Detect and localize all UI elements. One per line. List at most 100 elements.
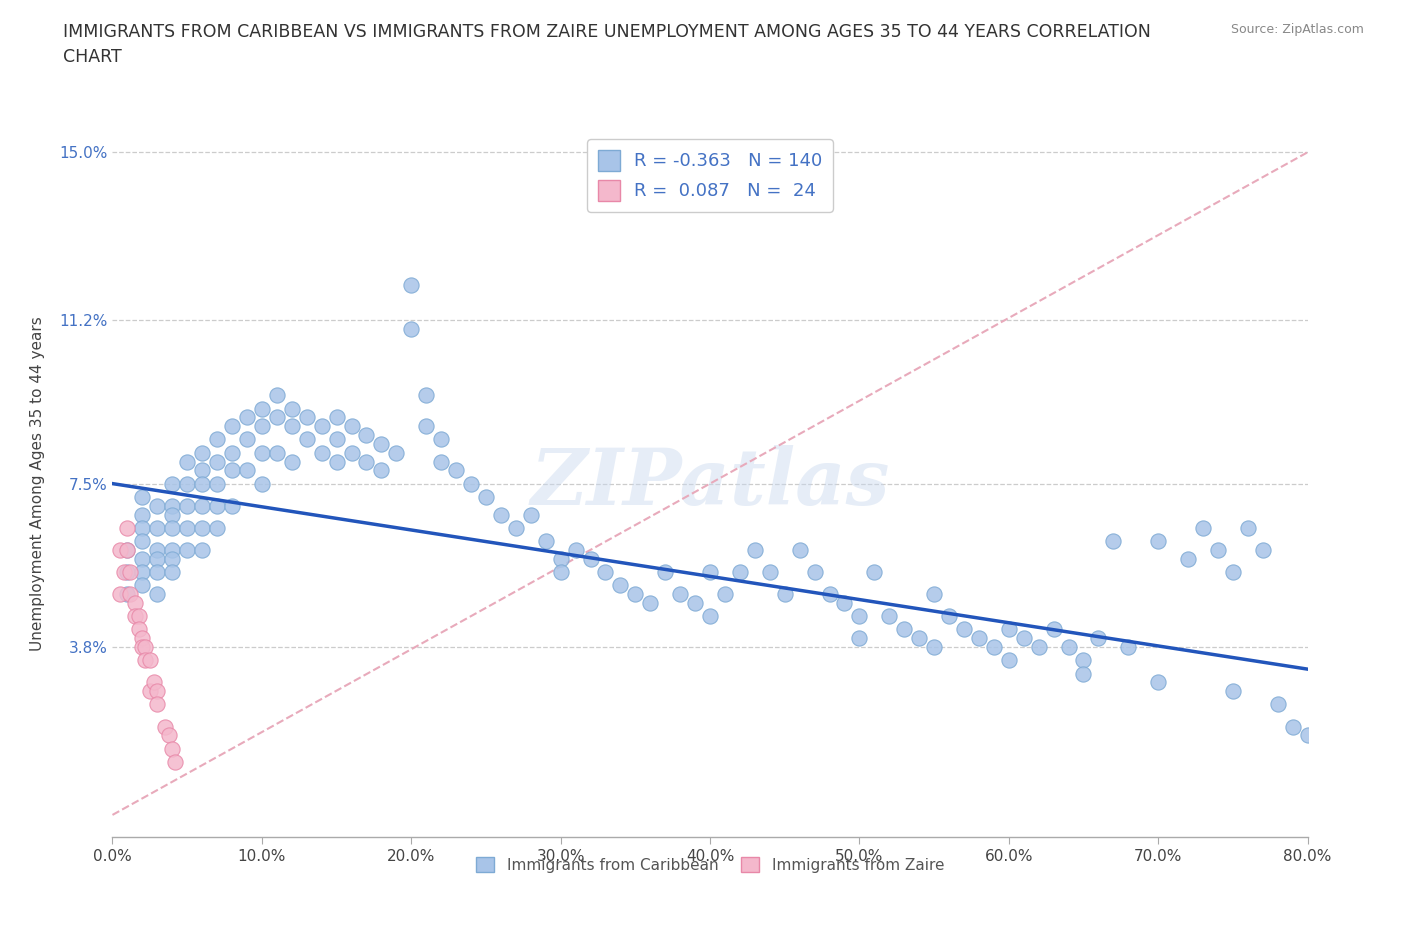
Point — [325, 410, 347, 425]
Point — [134, 653, 156, 668]
Point — [191, 521, 214, 536]
Point — [176, 498, 198, 513]
Point — [1118, 640, 1140, 655]
Point — [938, 609, 960, 624]
Point — [162, 498, 183, 513]
Point — [1222, 565, 1244, 579]
Point — [157, 728, 180, 743]
Point — [108, 587, 131, 602]
Point — [139, 684, 162, 698]
Point — [162, 507, 183, 522]
Point — [205, 476, 228, 491]
Point — [922, 640, 945, 655]
Point — [146, 542, 169, 557]
Point — [131, 521, 153, 536]
Point — [162, 741, 183, 756]
Point — [818, 587, 841, 602]
Point — [789, 542, 811, 557]
Point — [124, 609, 146, 624]
Point — [1028, 640, 1050, 655]
Point — [683, 595, 706, 610]
Point — [356, 454, 378, 469]
Point — [1192, 521, 1215, 536]
Point — [550, 551, 572, 566]
Point — [146, 587, 169, 602]
Point — [1296, 728, 1319, 743]
Point — [221, 445, 243, 460]
Point — [131, 578, 153, 592]
Point — [117, 565, 139, 579]
Point — [325, 454, 347, 469]
Y-axis label: Unemployment Among Ages 35 to 44 years: Unemployment Among Ages 35 to 44 years — [31, 316, 45, 651]
Point — [1057, 640, 1080, 655]
Point — [1147, 534, 1170, 549]
Point — [146, 551, 169, 566]
Point — [1177, 551, 1199, 566]
Point — [250, 418, 273, 433]
Point — [117, 521, 139, 536]
Point — [356, 428, 378, 443]
Text: ZIPatlas: ZIPatlas — [530, 445, 890, 522]
Point — [475, 489, 498, 504]
Point — [295, 410, 318, 425]
Point — [176, 542, 198, 557]
Point — [370, 463, 392, 478]
Point — [579, 551, 602, 566]
Point — [340, 418, 363, 433]
Point — [879, 609, 901, 624]
Point — [205, 521, 228, 536]
Point — [162, 551, 183, 566]
Point — [236, 432, 259, 447]
Point — [146, 521, 169, 536]
Point — [370, 436, 392, 451]
Point — [564, 542, 586, 557]
Point — [146, 698, 169, 712]
Point — [595, 565, 617, 579]
Point — [221, 418, 243, 433]
Point — [505, 521, 527, 536]
Point — [534, 534, 557, 549]
Point — [1073, 666, 1095, 681]
Point — [998, 622, 1021, 637]
Point — [128, 609, 150, 624]
Point — [385, 445, 408, 460]
Point — [153, 719, 176, 734]
Point — [430, 454, 453, 469]
Point — [176, 454, 198, 469]
Point — [205, 432, 228, 447]
Point — [236, 463, 259, 478]
Text: Source: ZipAtlas.com: Source: ZipAtlas.com — [1230, 23, 1364, 36]
Point — [131, 551, 153, 566]
Point — [191, 498, 214, 513]
Point — [699, 565, 721, 579]
Point — [191, 542, 214, 557]
Point — [460, 476, 482, 491]
Point — [699, 609, 721, 624]
Point — [131, 640, 153, 655]
Point — [401, 322, 423, 337]
Point — [162, 476, 183, 491]
Point — [117, 587, 139, 602]
Point — [1042, 622, 1064, 637]
Point — [221, 498, 243, 513]
Point — [1222, 684, 1244, 698]
Point — [205, 498, 228, 513]
Point — [444, 463, 467, 478]
Point — [550, 565, 572, 579]
Point — [146, 565, 169, 579]
Point — [654, 565, 676, 579]
Point — [266, 410, 288, 425]
Point — [221, 463, 243, 478]
Point — [983, 640, 1005, 655]
Point — [131, 507, 153, 522]
Point — [1206, 542, 1229, 557]
Point — [953, 622, 976, 637]
Point — [128, 622, 150, 637]
Point — [295, 432, 318, 447]
Point — [266, 388, 288, 403]
Point — [191, 476, 214, 491]
Point — [415, 388, 437, 403]
Point — [401, 277, 423, 292]
Point — [176, 476, 198, 491]
Point — [669, 587, 692, 602]
